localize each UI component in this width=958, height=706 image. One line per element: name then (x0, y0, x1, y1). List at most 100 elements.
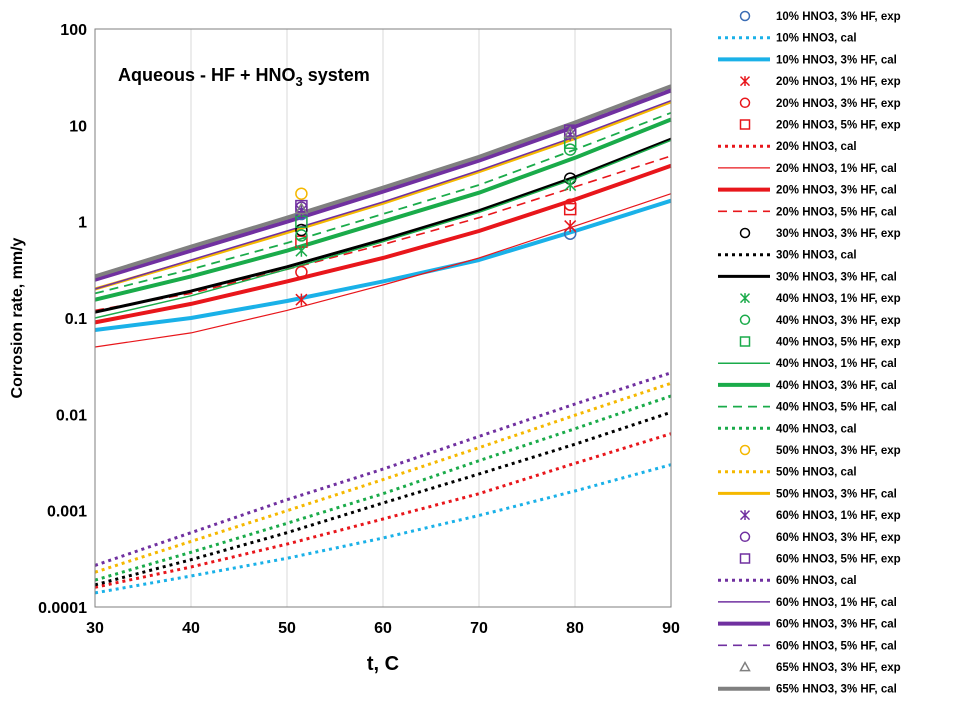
x-tick-label: 80 (566, 620, 584, 637)
legend-item: 10% HNO3, cal (718, 33, 857, 45)
series-line-20pct-hno3-cal (94, 432, 672, 589)
data-point-30pct-hno3-3pct-hf-exp (295, 223, 308, 237)
legend-item: 60% HNO3, 1% HF, exp (739, 510, 901, 522)
legend-label: 40% HNO3, 5% HF, exp (776, 337, 901, 349)
legend-item: 30% HNO3, cal (718, 250, 857, 262)
legend-label: 20% HNO3, 5% HF, exp (776, 120, 901, 132)
x-tick-label: 30 (86, 620, 104, 637)
legend-swatch-marker (739, 314, 751, 326)
legend-item: 20% HNO3, 5% HF, exp (739, 119, 901, 132)
legend-item: 60% HNO3, 1% HF, cal (718, 597, 897, 609)
legend-item: 40% HNO3, 1% HF, exp (739, 293, 901, 305)
legend-item: 20% HNO3, cal (718, 141, 857, 153)
legend-item: 10% HNO3, 3% HF, cal (718, 54, 897, 66)
annotation-text: Aqueous - HF + HNO3 system (118, 65, 370, 89)
x-axis-title: t, C (367, 653, 399, 675)
legend-label: 30% HNO3, 3% HF, cal (776, 271, 897, 283)
y-tick-label: 0.0001 (38, 600, 87, 617)
legend-label: 30% HNO3, 3% HF, exp (776, 228, 901, 240)
legend: 10% HNO3, 3% HF, exp 10% HNO3, cal 10% HNO… (718, 10, 901, 696)
x-tick-label: 50 (278, 620, 296, 637)
legend-item: 40% HNO3, 3% HF, exp (739, 314, 901, 327)
annotation-subscript: 3 (296, 74, 303, 89)
data-point-60pct-hno3-5pct-hf-exp (295, 199, 308, 213)
data-point-20pct-hno3-1pct-hf-exp (564, 220, 577, 233)
series-line-60pct-hno3-cal (94, 371, 672, 567)
y-tick-label: 0.001 (47, 504, 87, 521)
legend-label: 20% HNO3, 1% HF, exp (776, 76, 901, 88)
data-point-60pct-hno3-1pct-hf-exp (295, 204, 308, 217)
legend-label: 20% HNO3, 3% HF, cal (776, 185, 897, 197)
legend-label: 40% HNO3, cal (776, 423, 857, 435)
legend-label: 65% HNO3, 3% HF, exp (776, 662, 901, 674)
tick-labels: 30 40 50 60 70 80 90 0.0001 0.001 0.01 0.1 1 10 100 (38, 22, 680, 637)
legend-item: 40% HNO3, cal (718, 423, 857, 435)
y-tick-label: 100 (60, 22, 87, 39)
legend-item: 60% HNO3, 3% HF, exp (739, 531, 901, 544)
data-point-65pct-hno3-3pct-hf-exp (294, 202, 309, 215)
legend-label: 60% HNO3, 1% HF, exp (776, 510, 901, 522)
series-line-65pct-hno3-3pct-hf-cal (94, 84, 672, 279)
data-point-20pct-hno3-3pct-hf-exp (295, 265, 308, 279)
y-tick-label: 10 (69, 118, 87, 135)
data-point-50pct-hno3-3pct-hf-exp (295, 187, 308, 200)
legend-swatch-marker (739, 444, 751, 456)
legend-label: 40% HNO3, 3% HF, cal (776, 380, 897, 392)
legend-item: 20% HNO3, 5% HF, cal (718, 206, 897, 218)
legend-item: 30% HNO3, 3% HF, exp (739, 227, 901, 240)
legend-swatch-marker (739, 553, 751, 564)
legend-item: 65% HNO3, 3% HF, cal (718, 684, 897, 696)
legend-label: 60% HNO3, 3% HF, cal (776, 619, 897, 631)
legend-label: 65% HNO3, 3% HF, cal (776, 684, 897, 696)
legend-swatch-marker (739, 293, 751, 304)
legend-item: 40% HNO3, 5% HF, exp (739, 336, 901, 349)
legend-item: 65% HNO3, 3% HF, exp (739, 660, 901, 674)
legend-label: 20% HNO3, 5% HF, cal (776, 206, 897, 218)
legend-swatch-marker (739, 97, 751, 109)
y-tick-label: 1 (78, 215, 87, 232)
data-point-40pct-hno3-1pct-hf-exp (564, 178, 577, 192)
legend-item: 60% HNO3, 5% HF, cal (718, 640, 897, 652)
data-point-40pct-hno3-1pct-hf-exp (295, 244, 308, 257)
legend-swatch-marker (739, 10, 751, 22)
legend-item: 60% HNO3, 3% HF, cal (718, 619, 897, 631)
y-tick-label: 0.01 (56, 407, 87, 424)
legend-item: 20% HNO3, 3% HF, cal (718, 185, 897, 197)
legend-swatch-marker (739, 76, 751, 87)
data-point-20pct-hno3-5pct-hf-exp (563, 202, 577, 216)
series-line-10pct-hno3-cal (94, 463, 672, 595)
legend-label: 20% HNO3, 1% HF, cal (776, 163, 897, 175)
series-line-40pct-hno3-cal (94, 394, 672, 582)
data-point-40pct-hno3-3pct-hf-exp (563, 143, 577, 156)
legend-swatch-marker (739, 510, 751, 521)
legend-label: 50% HNO3, cal (776, 467, 857, 479)
data-point-40pct-hno3-3pct-hf-exp (295, 229, 308, 242)
series-line-30pct-hno3-cal (94, 410, 672, 587)
data-point-60pct-hno3-5pct-hf-exp (563, 124, 577, 137)
plot-area-frame (94, 28, 672, 608)
legend-label: 20% HNO3, cal (776, 141, 857, 153)
legend-label: 50% HNO3, 3% HF, exp (776, 445, 901, 457)
legend-item: 50% HNO3, 3% HF, exp (739, 444, 901, 457)
legend-label: 40% HNO3, 5% HF, cal (776, 402, 897, 414)
legend-label: 60% HNO3, 3% HF, exp (776, 532, 901, 544)
legend-item: 50% HNO3, 3% HF, cal (718, 488, 897, 500)
annotation-prefix: Aqueous - HF + HNO (118, 65, 296, 85)
legend-swatch-marker (739, 227, 751, 239)
legend-item: 10% HNO3, 3% HF, exp (739, 10, 901, 23)
legend-item: 40% HNO3, 3% HF, cal (718, 380, 897, 392)
legend-swatch-marker (739, 531, 751, 543)
legend-item: 40% HNO3, 5% HF, cal (718, 402, 897, 414)
marker-layer (294, 124, 577, 306)
x-tick-label: 40 (182, 620, 200, 637)
legend-label: 60% HNO3, 5% HF, cal (776, 640, 897, 652)
x-tick-label: 90 (662, 620, 680, 637)
legend-label: 30% HNO3, cal (776, 250, 857, 262)
legend-label: 10% HNO3, 3% HF, exp (776, 11, 901, 23)
y-tick-label: 0.1 (65, 311, 87, 328)
legend-item: 60% HNO3, 5% HF, exp (739, 553, 901, 566)
legend-item: 30% HNO3, 3% HF, cal (718, 271, 897, 283)
legend-label: 40% HNO3, 3% HF, exp (776, 315, 901, 327)
